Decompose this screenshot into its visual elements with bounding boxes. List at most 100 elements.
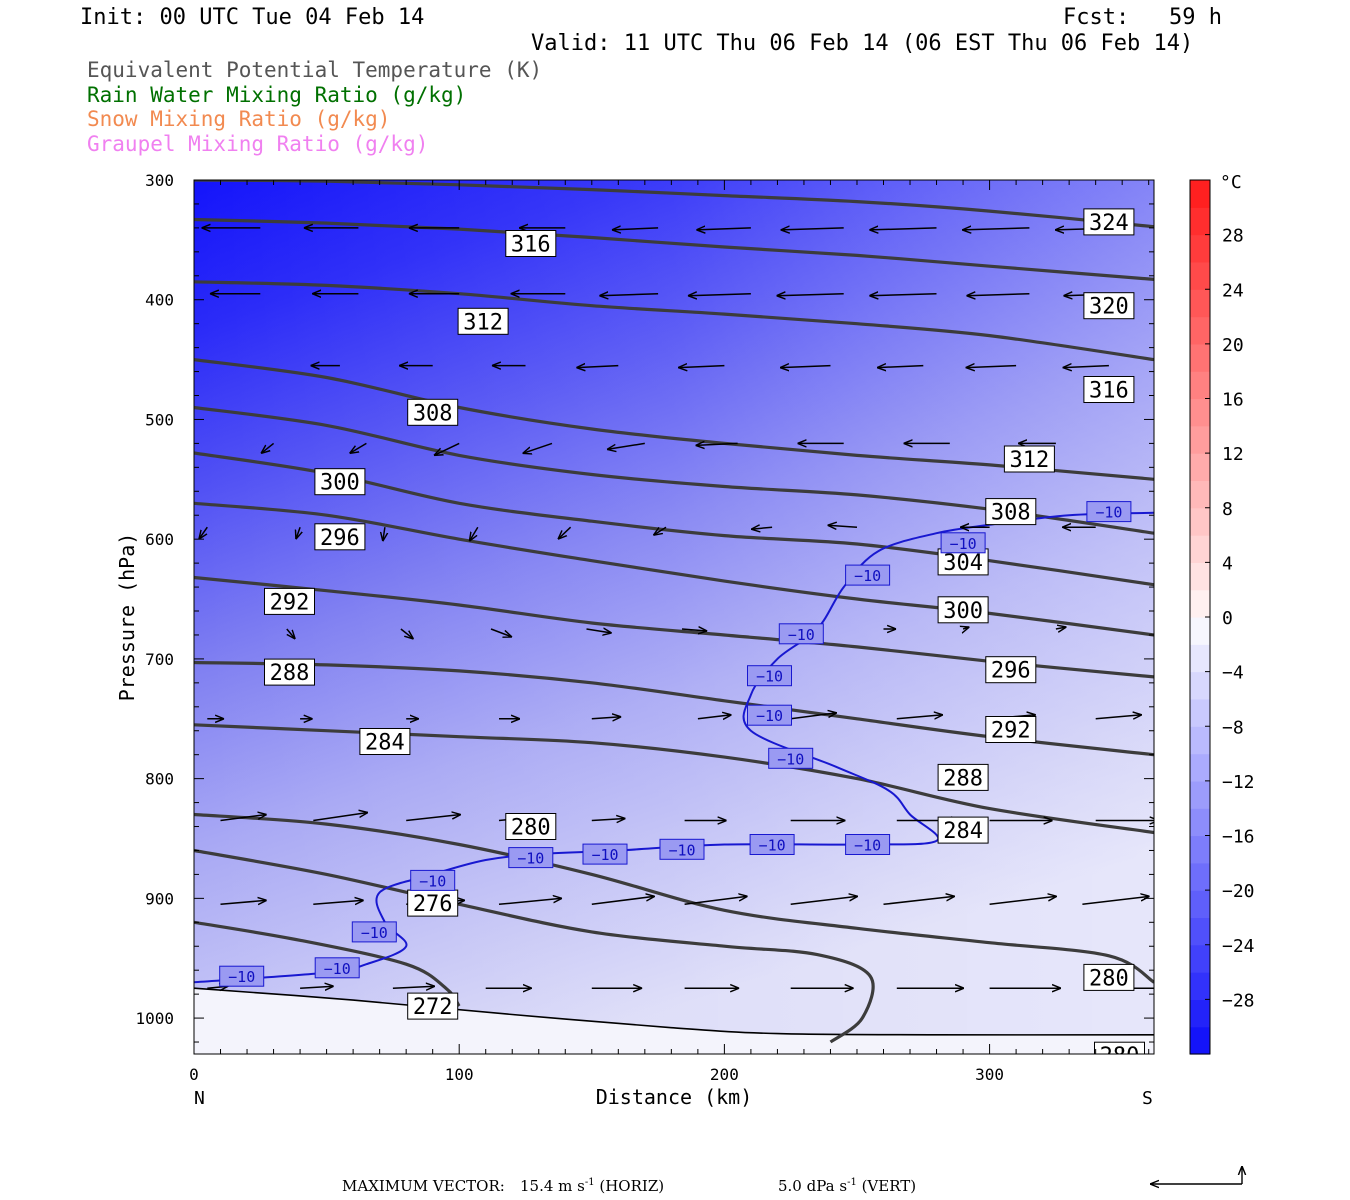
isotherm-label-box — [314, 957, 360, 979]
isotherm-label-box — [768, 747, 814, 769]
isotherm-label: −10 — [950, 535, 977, 553]
colorbar-step — [1190, 835, 1210, 864]
below-ground-mask — [194, 987, 1154, 1054]
wind-vector — [790, 713, 837, 720]
theta-e-contour-292 — [194, 575, 1154, 679]
legend-theta-e: Equivalent Potential Temperature (K) — [87, 58, 543, 82]
wind-vector — [498, 898, 562, 906]
colorbar-step — [1190, 316, 1210, 345]
colorbar-step — [1190, 562, 1210, 591]
wind-vector — [989, 896, 1057, 906]
isotherm-label-box — [778, 623, 824, 645]
wind-vector — [607, 442, 645, 449]
wind-vector — [406, 815, 461, 822]
wind-vector — [350, 442, 367, 453]
colorbar-tick-label: 24 — [1222, 280, 1244, 301]
wind-vector — [681, 629, 707, 631]
wind-vector — [869, 228, 937, 230]
theta-e-label: 312 — [463, 310, 503, 335]
x-tick-label: 100 — [445, 1065, 474, 1084]
isotherm-label-box — [749, 834, 795, 855]
max-vector-arrow — [1150, 1166, 1242, 1184]
theta-e-label-box — [407, 992, 459, 1020]
y-axis-label: Pressure (hPa) — [115, 533, 139, 702]
colorbar-step — [1190, 644, 1210, 673]
colorbar-step — [1190, 698, 1210, 727]
theta-e-label: 296 — [991, 659, 1031, 684]
isotherm-label-box — [219, 965, 265, 987]
wind-vector — [1055, 627, 1067, 629]
isotherm-label-box — [747, 665, 792, 687]
colorbar-step — [1190, 726, 1210, 755]
wind-vector — [286, 628, 295, 639]
colorbar-unit: °C — [1220, 172, 1242, 193]
init-time: Init: 00 UTC Tue 04 Feb 14 — [80, 5, 425, 30]
wind-vector — [966, 366, 1017, 368]
colorbar-step — [1190, 343, 1210, 372]
isotherm-label: −10 — [759, 837, 786, 855]
wind-vector — [591, 896, 655, 906]
wind-vector — [1082, 896, 1149, 906]
theta-e-label-box — [985, 716, 1037, 743]
isotherm-label-box — [508, 847, 554, 869]
colorbar-tick-label: 8 — [1222, 499, 1233, 520]
theta-e-label: 276 — [413, 892, 453, 917]
colorbar-step — [1190, 180, 1210, 208]
theta-e-contour-284 — [194, 723, 1154, 835]
colorbar-step — [1190, 371, 1210, 400]
theta-e-label-box — [359, 728, 411, 755]
theta-e-label: 312 — [1010, 448, 1050, 473]
wind-vector — [697, 715, 732, 719]
wind-vector — [781, 228, 844, 230]
isotherm-label: −10 — [591, 846, 618, 864]
colorbar-tick-label: −12 — [1222, 772, 1255, 793]
wind-vector — [261, 442, 275, 453]
isotherm-label: −10 — [517, 850, 544, 868]
y-tick-labels: 300 400 500 600 700 800 900 1000 — [135, 171, 174, 1028]
theta-e-label-box — [1083, 208, 1135, 236]
theta-e-label-box — [1094, 1041, 1145, 1054]
colorbar-tick-label: 20 — [1222, 335, 1244, 356]
wind-vector — [777, 294, 844, 296]
colorbar-step — [1190, 999, 1210, 1028]
colorbar-tick-label: −16 — [1222, 827, 1255, 848]
theta-e-contour-288 — [194, 660, 1154, 757]
colorbar-step — [1190, 862, 1210, 891]
theta-e-label-box — [1083, 963, 1135, 991]
theta-e-label-box — [505, 813, 557, 840]
theta-e-label-box — [264, 658, 315, 686]
theta-e-label: 280 — [511, 816, 551, 841]
theta-e-label-box — [407, 398, 459, 426]
wind-vector — [220, 900, 267, 904]
colorbar-step — [1190, 589, 1210, 618]
isotherm-label: −10 — [756, 707, 783, 725]
wind-vector — [869, 294, 937, 296]
wind-vector — [383, 527, 385, 541]
y-tick-label: 600 — [145, 530, 174, 549]
theta-e-label-box — [985, 656, 1037, 684]
theta-e-contour-324 — [194, 180, 1154, 229]
legend-snow: Snow Mixing Ratio (g/kg) — [87, 107, 391, 131]
theta-e-label-box — [457, 307, 509, 335]
isotherm-label-box — [845, 834, 891, 855]
theta-e-contour-308 — [194, 358, 1154, 481]
isotherm-label-box — [582, 843, 628, 865]
y-tick-label: 1000 — [135, 1009, 174, 1028]
forecast-hour: Fcst: 59 h — [1063, 5, 1222, 30]
theta-e-label: 288 — [943, 766, 983, 791]
theta-e-label-box — [1083, 376, 1135, 403]
theta-e-label: 320 — [1089, 295, 1129, 320]
theta-e-contour-312 — [194, 280, 1154, 362]
colorbar-step — [1190, 671, 1210, 700]
x-start-label: N — [194, 1088, 205, 1109]
wind-vector — [751, 527, 773, 529]
wind-vector — [469, 526, 479, 541]
colorbar-step — [1190, 617, 1210, 645]
colorbar-step — [1190, 808, 1210, 837]
theta-e-label: 304 — [943, 551, 983, 576]
isotherm-label: −10 — [1095, 504, 1122, 522]
y-tick-label: 500 — [145, 410, 174, 429]
theta-e-label-box — [937, 596, 989, 624]
theta-e-label: 300 — [320, 471, 360, 496]
